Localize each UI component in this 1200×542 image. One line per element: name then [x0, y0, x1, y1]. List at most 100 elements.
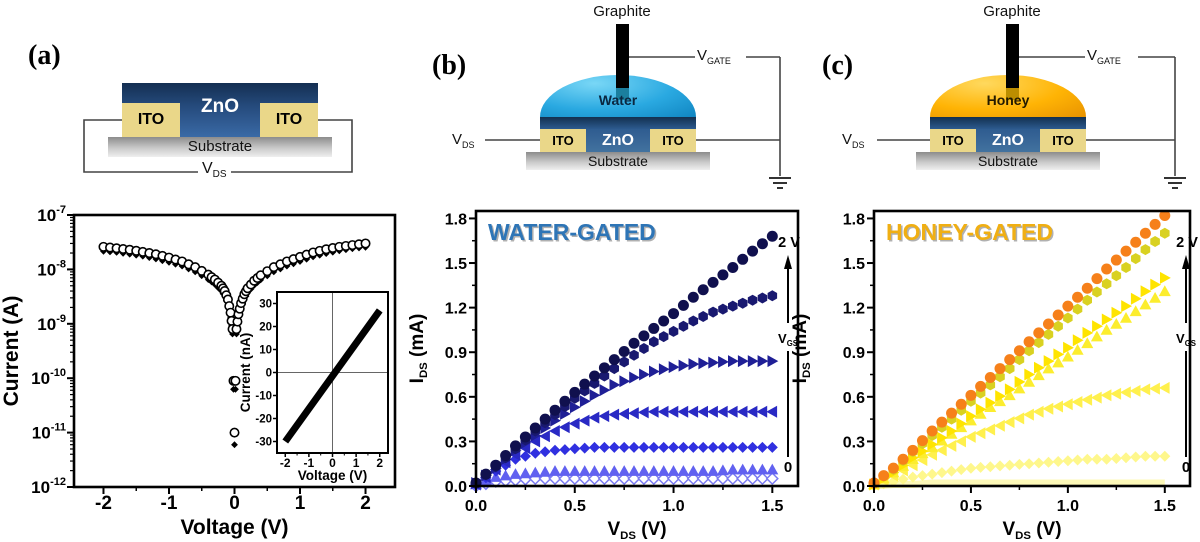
- plot-chart-b: 0.0 0.5 1.0 1.5 0.0 0.3 0.6 0.9 1.2 1.5 1.8 VDS (V)…: [407, 209, 800, 542]
- graphite-label-c: Graphite: [983, 3, 1041, 20]
- honey-label: Honey: [986, 92, 1030, 108]
- ito-electrode-left-a: ITO: [122, 103, 180, 137]
- series-vgs-step2: [470, 463, 779, 490]
- vds-label-b: VDS: [452, 131, 475, 150]
- device-b-wires: [485, 56, 791, 189]
- svg-text:Voltage (V): Voltage (V): [180, 516, 288, 539]
- svg-text:0.3: 0.3: [843, 434, 865, 451]
- series-layer: [98, 238, 371, 449]
- ground-symbol-b: [769, 177, 791, 189]
- vgate-label-b: VGATE: [697, 47, 731, 66]
- zno-channel-c: ZnO: [976, 129, 1040, 152]
- svg-text:0.0: 0.0: [465, 498, 487, 515]
- svg-text:-2: -2: [95, 493, 112, 514]
- svg-text:HONEY-GATED: HONEY-GATED: [886, 219, 1053, 245]
- svg-text:0.3: 0.3: [445, 434, 467, 451]
- svg-text:0.5: 0.5: [564, 498, 586, 515]
- series-iv-sweep-open-circles: [98, 238, 371, 438]
- svg-text:VGS: VGS: [778, 331, 798, 348]
- svg-text:10-10: 10-10: [31, 367, 66, 388]
- svg-text:WATER-GATED: WATER-GATED: [490, 221, 658, 247]
- svg-text:1.5: 1.5: [761, 498, 783, 515]
- svg-text:0.5: 0.5: [960, 498, 982, 515]
- svg-text:-30: -30: [255, 437, 272, 449]
- svg-text:VGS: VGS: [1176, 331, 1196, 348]
- graphite-label-b: Graphite: [593, 3, 651, 20]
- series-vgs-step3: [868, 381, 1170, 491]
- svg-text:-1: -1: [161, 493, 178, 514]
- ito-electrode-left-b: ITO: [540, 129, 586, 152]
- svg-text:0.6: 0.6: [445, 390, 467, 407]
- ito-electrode-left-c: ITO: [930, 129, 976, 152]
- svg-text:10-9: 10-9: [37, 313, 66, 334]
- svg-text:1: 1: [353, 456, 360, 470]
- svg-text:10: 10: [259, 345, 272, 357]
- svg-text:0: 0: [1182, 459, 1190, 476]
- series-vgs-step4: [470, 405, 778, 491]
- zno-channel-b: ZnO: [586, 129, 650, 152]
- svg-text:2 V: 2 V: [778, 235, 800, 251]
- svg-text:1.8: 1.8: [843, 211, 865, 228]
- svg-text:10-7: 10-7: [37, 204, 66, 225]
- graphite-rod-b: [616, 24, 629, 88]
- series-layer: [868, 209, 1171, 492]
- svg-text:10-8: 10-8: [37, 258, 66, 279]
- svg-text:IDS (mA): IDS (mA): [407, 314, 430, 384]
- svg-text:WATER-GATED: WATER-GATED: [488, 219, 656, 245]
- svg-text:-2: -2: [280, 456, 291, 470]
- svg-text:0.0: 0.0: [863, 498, 885, 515]
- graphite-rod-c: [1006, 24, 1019, 88]
- svg-text:1.5: 1.5: [1154, 498, 1176, 515]
- svg-text:VDS (V): VDS (V): [607, 519, 666, 542]
- series-vgs-2V: [470, 230, 778, 489]
- svg-text:1: 1: [295, 493, 306, 514]
- svg-text:0.9: 0.9: [445, 345, 467, 362]
- svg-text:0.0: 0.0: [843, 479, 865, 496]
- svg-text:0: 0: [266, 368, 272, 380]
- svg-text:HONEY-GATED: HONEY-GATED: [888, 221, 1055, 247]
- svg-text:2: 2: [376, 456, 383, 470]
- svg-text:Current (nA): Current (nA): [238, 333, 253, 413]
- svg-text:0: 0: [329, 456, 336, 470]
- graphite-rod-tip-b: [616, 88, 629, 100]
- svg-text:1.5: 1.5: [843, 256, 865, 273]
- svg-text:IDS (mA): IDS (mA): [790, 314, 813, 384]
- ito-electrode-right-b: ITO: [650, 129, 696, 152]
- svg-text:Voltage (V): Voltage (V): [298, 468, 368, 483]
- substrate-a: Substrate: [108, 137, 332, 157]
- svg-text:-1: -1: [304, 456, 315, 470]
- svg-text:30: 30: [259, 299, 272, 311]
- vds-label-c: VDS: [842, 131, 865, 150]
- svg-text:-10: -10: [255, 391, 272, 403]
- chart-water-gated: 0.0 0.5 1.0 1.5 0.0 0.3 0.6 0.9 1.2 1.5 1.8 VDS (V)…: [407, 209, 800, 542]
- series-vgs-2V: [868, 209, 1171, 489]
- device-c-wires: [877, 56, 1186, 189]
- ito-electrode-right-c: ITO: [1040, 129, 1086, 152]
- svg-text:1.0: 1.0: [662, 498, 684, 515]
- svg-text:10-12: 10-12: [31, 476, 66, 497]
- svg-text:1.2: 1.2: [445, 301, 467, 318]
- panel-a-label: (a): [28, 40, 61, 71]
- vgate-label-c: VGATE: [1087, 47, 1121, 66]
- svg-text:2: 2: [360, 493, 371, 514]
- ground-symbol-c: [1164, 177, 1186, 189]
- svg-text:0.6: 0.6: [843, 390, 865, 407]
- zno-label-a: ZnO: [201, 96, 239, 117]
- panel-c-label: (c): [822, 50, 854, 81]
- graphite-rod-tip-c: [1006, 88, 1019, 100]
- svg-text:2 V: 2 V: [1176, 235, 1198, 251]
- svg-text:1.8: 1.8: [445, 211, 467, 228]
- zno-bar-b: [540, 117, 696, 129]
- svg-text:VDS (V): VDS (V): [1002, 519, 1061, 542]
- svg-text:1.2: 1.2: [843, 301, 865, 318]
- svg-text:1.5: 1.5: [445, 256, 467, 273]
- svg-text:0: 0: [229, 493, 240, 514]
- chart-honey-gated: 0.0 0.5 1.0 1.5 0.0 0.3 0.6 0.9 1.2 1.5 1.8 VDS (V)…: [790, 209, 1198, 542]
- chart-dark-iv: -2 -1 0 1 210-710-810-910-1010-1110-12Voltag…: [0, 204, 397, 539]
- ito-electrode-right-a: ITO: [260, 103, 318, 137]
- svg-text:0: 0: [784, 459, 792, 476]
- svg-text:0.9: 0.9: [843, 345, 865, 362]
- svg-text:20: 20: [259, 322, 272, 334]
- plot-log-iv: -2 -1 0 1 210-710-810-910-1010-1110-12Voltag…: [0, 204, 397, 539]
